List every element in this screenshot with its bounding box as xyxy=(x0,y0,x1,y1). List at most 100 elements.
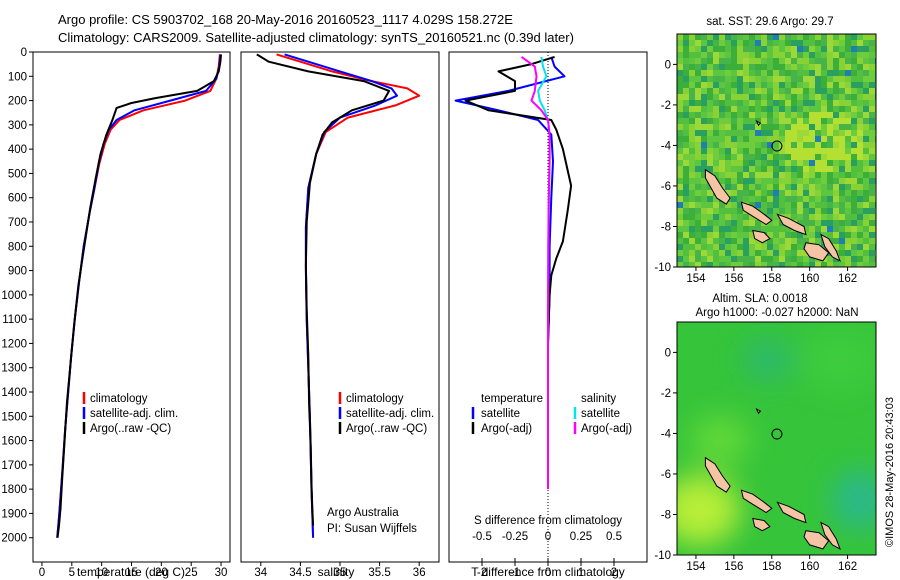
legend-title-temperature: temperature xyxy=(481,393,543,405)
sst-cell xyxy=(761,244,767,250)
sst-cell xyxy=(779,250,785,256)
sst-cell xyxy=(725,178,731,184)
sst-cell xyxy=(725,40,731,46)
sst-cell xyxy=(695,70,701,76)
sst-cell xyxy=(725,238,731,244)
sst-cell xyxy=(737,88,743,94)
sst-cell xyxy=(791,262,797,267)
sst-cell xyxy=(863,124,869,130)
sst-cell xyxy=(761,208,767,214)
sst-cell xyxy=(701,142,707,148)
sst-cell xyxy=(773,190,779,196)
sst-cell xyxy=(761,112,767,118)
sst-cell xyxy=(779,136,785,142)
series-line-1 xyxy=(56,54,221,538)
sst-cell xyxy=(845,130,851,136)
sst-cell xyxy=(761,256,767,262)
sst-cell xyxy=(677,34,683,40)
sst-cell xyxy=(821,106,827,112)
sst-cell xyxy=(827,82,833,88)
sst-cell xyxy=(839,172,845,178)
sst-cell xyxy=(857,250,863,256)
sst-cell xyxy=(785,46,791,52)
sst-cell xyxy=(767,106,773,112)
sst-cell xyxy=(815,262,821,267)
sst-cell xyxy=(785,190,791,196)
sst-cell xyxy=(749,46,755,52)
sst-cell xyxy=(707,94,713,100)
sst-cell xyxy=(779,46,785,52)
sst-cell xyxy=(773,124,779,130)
sst-cell xyxy=(749,34,755,40)
sst-cell xyxy=(791,142,797,148)
sst-cell xyxy=(773,52,779,58)
sst-cell xyxy=(851,64,857,70)
sst-cell xyxy=(743,172,749,178)
sst-cell xyxy=(779,184,785,190)
sst-cell xyxy=(725,172,731,178)
sst-cell xyxy=(743,94,749,100)
sst-cell xyxy=(731,256,737,262)
sst-cell xyxy=(839,154,845,160)
sst-cell xyxy=(809,46,815,52)
sst-cell xyxy=(857,220,863,226)
x-tick-label: 25 xyxy=(185,567,198,579)
sst-cell xyxy=(713,214,719,220)
sst-cell xyxy=(851,154,857,160)
sst-cell xyxy=(809,136,815,142)
sst-cell xyxy=(713,262,719,267)
sst-cell xyxy=(857,130,863,136)
sst-cell xyxy=(767,136,773,142)
sst-cell xyxy=(785,196,791,202)
legend-s-satellite: satellite xyxy=(581,408,620,420)
sst-cell xyxy=(851,52,857,58)
sst-cell xyxy=(737,94,743,100)
sst-cell xyxy=(755,52,761,58)
sst-cell xyxy=(761,70,767,76)
sst-cell xyxy=(689,262,695,267)
sst-cell xyxy=(737,232,743,238)
sst-cell xyxy=(689,190,695,196)
sst-cell xyxy=(863,70,869,76)
sst-cell xyxy=(719,46,725,52)
sst-cell xyxy=(827,94,833,100)
sst-cell xyxy=(683,136,689,142)
sst-cell xyxy=(809,184,815,190)
sst-cell xyxy=(833,118,839,124)
sst-cell xyxy=(845,88,851,94)
sst-cell xyxy=(683,124,689,130)
sst-cell xyxy=(773,172,779,178)
sst-cell xyxy=(827,220,833,226)
sst-cell xyxy=(677,64,683,70)
sst-cell xyxy=(845,124,851,130)
sst-cell xyxy=(869,136,875,142)
sst-cell xyxy=(827,256,833,262)
island-3 xyxy=(752,229,771,244)
sst-cell xyxy=(773,94,779,100)
x-tick-label: 35 xyxy=(334,567,347,579)
sst-cell xyxy=(689,64,695,70)
sst-cell xyxy=(791,46,797,52)
sla-map-panel: Altim. SLA: 0.0018 Argo h1000: -0.027 h2… xyxy=(654,293,877,573)
sst-cell xyxy=(761,250,767,256)
sst-cell xyxy=(869,202,875,208)
sst-cell xyxy=(695,262,701,267)
sst-cell xyxy=(731,136,737,142)
sst-cell xyxy=(755,64,761,70)
sla-map-title-1: Altim. SLA: 0.0018 xyxy=(712,293,807,305)
lon-tick-label: 158 xyxy=(762,561,781,573)
depth-tick-label: 1900 xyxy=(1,508,27,520)
sst-cell xyxy=(707,106,713,112)
sst-cell xyxy=(695,250,701,256)
sst-cell xyxy=(869,154,875,160)
sst-cell xyxy=(857,202,863,208)
sst-cell xyxy=(839,184,845,190)
sst-cell xyxy=(869,64,875,70)
sst-cell xyxy=(773,64,779,70)
sst-cell xyxy=(749,112,755,118)
sst-cell xyxy=(689,130,695,136)
sst-cell xyxy=(791,148,797,154)
sst-cell xyxy=(815,142,821,148)
sst-cell xyxy=(749,226,755,232)
sst-cell xyxy=(749,202,755,208)
